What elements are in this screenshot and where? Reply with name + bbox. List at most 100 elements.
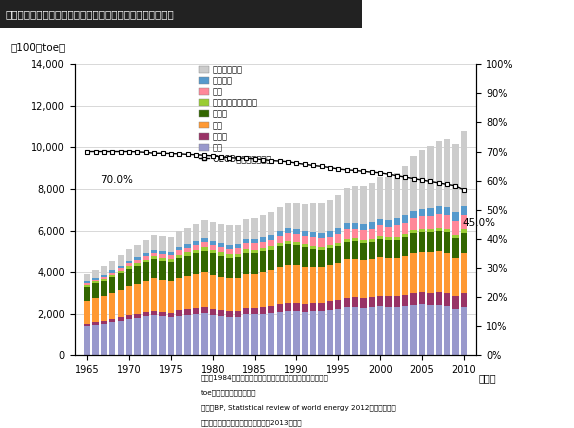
- Bar: [134, 314, 141, 318]
- Bar: [327, 200, 333, 231]
- Bar: [343, 239, 350, 241]
- Bar: [218, 243, 224, 247]
- Bar: [452, 144, 459, 212]
- Bar: [193, 245, 199, 250]
- Bar: [319, 311, 325, 355]
- Bar: [377, 306, 383, 355]
- Bar: [218, 316, 224, 355]
- Bar: [394, 218, 400, 226]
- Bar: [176, 277, 183, 310]
- Bar: [160, 236, 166, 251]
- Bar: [377, 225, 383, 236]
- Bar: [109, 275, 115, 277]
- Bar: [360, 186, 367, 224]
- Bar: [151, 278, 157, 310]
- Bar: [0, 0, 362, 28]
- Bar: [352, 259, 358, 297]
- Bar: [277, 236, 283, 243]
- Bar: [226, 249, 232, 254]
- Bar: [410, 230, 417, 233]
- Bar: [427, 146, 433, 208]
- Bar: [218, 310, 224, 316]
- Bar: [235, 254, 241, 257]
- Bar: [277, 312, 283, 355]
- Bar: [360, 240, 367, 243]
- Bar: [92, 270, 99, 278]
- Bar: [193, 274, 199, 308]
- Bar: [461, 253, 467, 293]
- Bar: [226, 258, 232, 278]
- Bar: [118, 268, 124, 270]
- Bar: [293, 242, 300, 245]
- Bar: [410, 305, 417, 355]
- Bar: [444, 306, 450, 355]
- Bar: [444, 215, 450, 229]
- Bar: [218, 253, 224, 256]
- Bar: [243, 273, 249, 308]
- Bar: [201, 242, 208, 247]
- Y-axis label: （100万toe）: （100万toe）: [11, 42, 66, 53]
- Bar: [302, 236, 308, 244]
- Bar: [360, 308, 367, 355]
- Bar: [218, 224, 224, 243]
- Bar: [268, 306, 274, 313]
- Bar: [293, 245, 300, 265]
- Bar: [176, 231, 183, 247]
- Bar: [92, 322, 99, 325]
- Bar: [436, 231, 442, 251]
- Bar: [101, 276, 107, 279]
- Bar: [285, 311, 291, 355]
- Bar: [235, 257, 241, 278]
- Bar: [184, 228, 191, 244]
- Bar: [427, 216, 433, 229]
- Bar: [251, 273, 258, 308]
- Bar: [201, 272, 208, 307]
- Bar: [134, 318, 141, 355]
- Bar: [410, 233, 417, 253]
- Bar: [142, 240, 149, 253]
- Bar: [436, 141, 442, 206]
- Bar: [251, 253, 258, 273]
- Bar: [277, 207, 283, 231]
- Bar: [352, 186, 358, 223]
- Bar: [410, 253, 417, 293]
- Bar: [302, 267, 308, 303]
- Bar: [327, 231, 333, 237]
- Bar: [369, 239, 375, 242]
- Bar: [452, 309, 459, 355]
- Bar: [176, 250, 183, 255]
- Bar: [335, 234, 342, 243]
- Bar: [176, 310, 183, 315]
- Bar: [277, 267, 283, 304]
- Text: （注）1984年までのロシアには、その他旧ソ連邦諸国を含む: （注）1984年までのロシアには、その他旧ソ連邦諸国を含む: [201, 374, 329, 381]
- Bar: [109, 293, 115, 319]
- Bar: [452, 296, 459, 309]
- Bar: [310, 246, 316, 249]
- Bar: [402, 237, 409, 256]
- Bar: [452, 235, 459, 238]
- Bar: [335, 263, 342, 300]
- Bar: [226, 311, 232, 317]
- Bar: [84, 283, 90, 285]
- Bar: [243, 239, 249, 244]
- Bar: [126, 315, 132, 319]
- Bar: [319, 203, 325, 233]
- Bar: [142, 262, 149, 281]
- Bar: [335, 309, 342, 355]
- Bar: [134, 245, 141, 257]
- Bar: [118, 289, 124, 317]
- Bar: [126, 269, 132, 286]
- Bar: [151, 235, 157, 250]
- Bar: [419, 216, 425, 229]
- Text: 資源エネルギー庁「エネルギー白書2013」より: 資源エネルギー庁「エネルギー白書2013」より: [201, 419, 302, 426]
- Legend: アジア大洋州, アフリカ, 中東, その他旧ソ連邦諸国, ロシア, 欧州, 中南米, 北米, OECDシェア（右軸）: アジア大洋州, アフリカ, 中東, その他旧ソ連邦諸国, ロシア, 欧州, 中南…: [199, 65, 272, 163]
- Bar: [302, 231, 308, 236]
- Bar: [335, 246, 342, 263]
- Bar: [260, 215, 266, 237]
- Bar: [343, 259, 350, 298]
- Bar: [427, 252, 433, 292]
- Bar: [260, 251, 266, 272]
- Bar: [243, 314, 249, 355]
- Bar: [251, 250, 258, 253]
- Bar: [101, 281, 107, 296]
